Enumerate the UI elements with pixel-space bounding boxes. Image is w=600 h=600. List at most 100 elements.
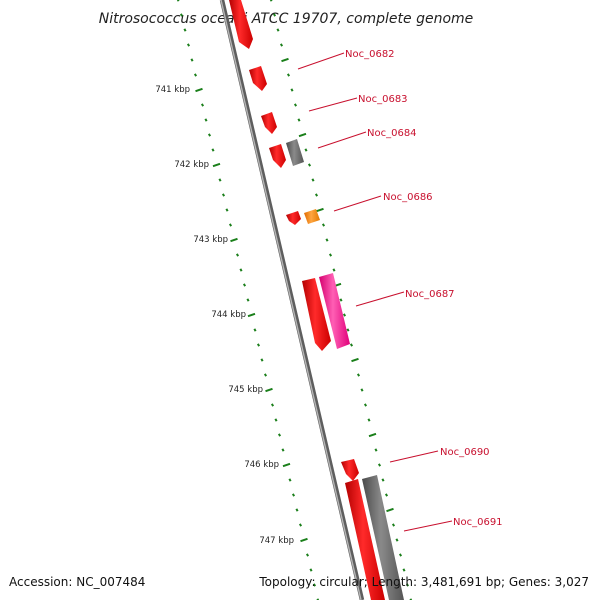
- kbp-label: 746 kbp: [244, 460, 279, 470]
- minor-tick: [350, 343, 353, 347]
- minor-tick: [315, 193, 318, 197]
- minor-tick: [225, 208, 229, 212]
- genome-backbone: [219, 0, 365, 600]
- gene-arrow[interactable]: [302, 278, 331, 351]
- minor-tick: [187, 43, 190, 47]
- gene-block[interactable]: [319, 273, 350, 349]
- minor-tick: [399, 553, 402, 557]
- gene-block[interactable]: [304, 209, 320, 224]
- gene-block[interactable]: [286, 139, 304, 166]
- gene-label[interactable]: Noc_0686: [383, 192, 433, 203]
- major-tick: [351, 357, 359, 363]
- minor-tick: [311, 178, 315, 182]
- minor-tick: [246, 298, 250, 302]
- minor-tick: [201, 103, 204, 107]
- gene-arrow[interactable]: [229, 0, 253, 49]
- major-tick: [298, 132, 307, 138]
- gene-block[interactable]: [345, 479, 385, 600]
- minor-tick: [257, 343, 260, 347]
- major-tick: [265, 387, 273, 393]
- minor-tick: [295, 508, 299, 512]
- minor-tick: [194, 73, 197, 77]
- map-title: Nitrosococcus oceani ATCC 19707, complet…: [99, 11, 474, 27]
- minor-tick: [229, 223, 232, 227]
- minor-tick: [218, 178, 222, 182]
- minor-tick: [208, 133, 211, 137]
- minor-tick: [367, 418, 371, 422]
- accession-text: Accession: NC_007484: [9, 575, 145, 589]
- minor-tick: [343, 313, 346, 317]
- major-tick: [247, 312, 256, 318]
- minor-tick: [264, 373, 267, 377]
- major-tick: [282, 462, 291, 468]
- label-leaders: [297, 52, 453, 532]
- minor-tick: [364, 403, 367, 407]
- major-tick: [300, 537, 308, 543]
- minor-tick: [395, 538, 399, 542]
- minor-tick: [378, 463, 381, 467]
- minor-tick: [313, 583, 316, 587]
- gene-label[interactable]: Noc_0691: [453, 517, 503, 528]
- minor-tick: [381, 478, 385, 482]
- kbp-label: 744 kbp: [211, 310, 246, 320]
- major-tick: [281, 57, 289, 63]
- minor-tick: [406, 583, 409, 587]
- minor-tick: [243, 283, 246, 287]
- minor-tick: [176, 0, 180, 2]
- minor-tick: [402, 568, 406, 572]
- kbp-label: 743 kbp: [193, 235, 228, 245]
- minor-tick: [309, 568, 313, 572]
- minor-tick: [392, 523, 395, 527]
- minor-tick: [306, 553, 309, 557]
- minor-tick: [273, 13, 276, 17]
- gene-labels: Noc_0682 Noc_0683 Noc_0684 Noc_0686 Noc_…: [345, 49, 503, 528]
- minor-tick: [222, 193, 225, 197]
- minor-tick: [409, 598, 413, 600]
- gene-label[interactable]: Noc_0684: [367, 128, 417, 139]
- kbp-label: 742 kbp: [174, 160, 209, 170]
- gene-features: [229, 0, 404, 600]
- minor-tick: [385, 493, 388, 497]
- gene-arrow[interactable]: [269, 144, 286, 168]
- minor-tick: [271, 403, 274, 407]
- minor-tick: [190, 58, 194, 62]
- gene-arrow[interactable]: [286, 211, 301, 225]
- minor-tick: [276, 28, 280, 32]
- minor-tick: [260, 358, 264, 362]
- gene-block[interactable]: [362, 475, 404, 600]
- major-tick: [368, 432, 377, 438]
- major-tick: [386, 507, 394, 513]
- major-tick: [230, 237, 238, 243]
- minor-tick: [180, 13, 183, 17]
- minor-tick: [292, 493, 295, 497]
- minor-tick: [278, 433, 281, 437]
- minor-tick: [274, 418, 278, 422]
- kbp-label: 741 kbp: [155, 85, 190, 95]
- minor-tick: [346, 328, 350, 332]
- minor-tick: [280, 43, 283, 47]
- gene-label[interactable]: Noc_0687: [405, 289, 455, 300]
- gene-arrow[interactable]: [249, 66, 267, 91]
- minor-tick: [299, 523, 302, 527]
- gene-arrow[interactable]: [341, 459, 359, 481]
- gene-label[interactable]: Noc_0682: [345, 49, 395, 60]
- minor-tick: [332, 268, 336, 272]
- minor-tick: [357, 373, 360, 377]
- gene-label[interactable]: Noc_0690: [440, 447, 490, 458]
- minor-tick: [183, 28, 187, 32]
- minor-tick: [281, 448, 285, 452]
- gene-arrow[interactable]: [261, 112, 277, 134]
- major-tick: [212, 162, 221, 168]
- right-tick-track: [269, 0, 413, 600]
- genome-stats-text: Topology: circular; Length: 3,481,691 bp…: [258, 575, 589, 589]
- minor-tick: [329, 253, 332, 257]
- minor-tick: [308, 163, 311, 167]
- major-tick: [195, 87, 203, 93]
- minor-tick: [360, 388, 364, 392]
- minor-tick: [297, 118, 301, 122]
- gene-label[interactable]: Noc_0683: [358, 94, 408, 105]
- kbp-label: 745 kbp: [228, 385, 263, 395]
- minor-tick: [288, 478, 292, 482]
- minor-tick: [294, 103, 297, 107]
